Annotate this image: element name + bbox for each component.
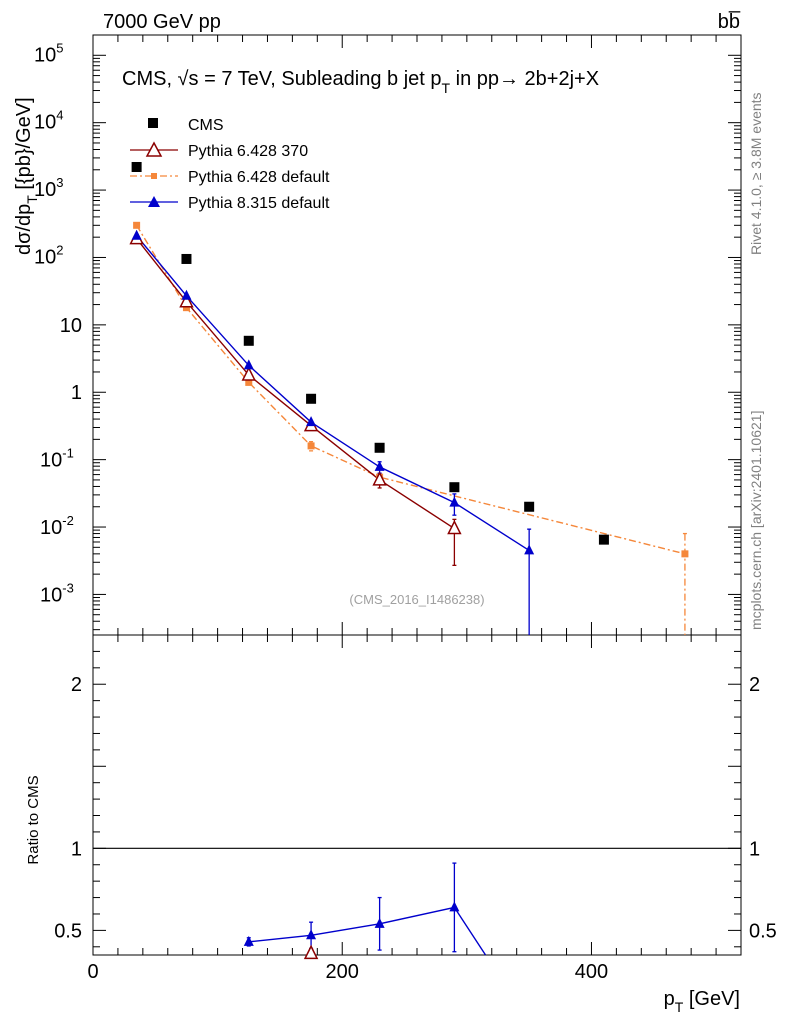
data-point-py6-default	[307, 442, 315, 450]
legend-marker-py8-default	[148, 196, 160, 207]
y-tick-label: 105	[34, 40, 63, 66]
data-point-py6-370	[179, 293, 194, 308]
data-point-py6-370	[372, 471, 387, 486]
series-line-py8-default	[136, 235, 530, 551]
y-tick-exponent: -1	[62, 446, 74, 461]
y-tick-base: 10	[34, 179, 56, 201]
x-tick-label: 400	[575, 961, 608, 983]
ratio-tick-label: 0.5	[54, 920, 82, 942]
legend-marker-py6-370	[145, 141, 163, 157]
data-point-cms	[449, 482, 460, 493]
mcplots-site-label: mcplots.cern.ch [arXiv:2401.10621]	[748, 411, 764, 630]
legend-label-py8-default: Pythia 8.315 default	[188, 195, 330, 212]
y-tick-label: 102	[34, 242, 63, 268]
data-point-py6-default	[681, 550, 689, 558]
process-label: bb̅	[718, 10, 741, 33]
x-axis-label-main: p	[664, 988, 675, 1010]
main-y-axis-label: dσ/dpT [{pb}/GeV]	[13, 97, 40, 255]
y-tick-base: 10	[40, 517, 62, 539]
collision-label: 7000 GeV pp	[103, 11, 221, 33]
ratio-point-py8-default	[243, 935, 254, 946]
y-tick-base: 10	[40, 584, 62, 606]
plot-title: CMS, √s = 7 TeV, Subleading b jet pT in …	[122, 68, 599, 96]
data-point-py8-default	[181, 289, 192, 300]
ratio-tick-label: 1	[71, 838, 82, 860]
main-y-axis-label-sub: T	[24, 195, 40, 204]
x-axis-label-sub: T	[675, 999, 684, 1015]
y-tick-base: 10	[34, 44, 56, 66]
plot-title-main: CMS, √s = 7 TeV, Subleading b jet p	[122, 68, 442, 90]
rivet-version-label: Rivet 4.1.0, ≥ 3.8M events	[748, 92, 764, 255]
y-tick-exponent: 2	[56, 242, 63, 257]
y-tick-exponent: -3	[62, 580, 74, 595]
y-tick-label: 10-3	[40, 580, 74, 606]
data-point-py8-default	[449, 496, 460, 507]
ratio-plot-frame	[92, 634, 742, 956]
y-tick-label: 104	[34, 108, 63, 134]
ratio-series-layer	[243, 862, 487, 960]
y-tick-exponent: 3	[56, 175, 63, 190]
data-point-cms	[598, 534, 609, 545]
data-point-py8-default	[131, 229, 142, 240]
y-tick-base: 10	[34, 112, 56, 134]
ratio-point-py8-default	[449, 901, 460, 912]
series-line-py6-370	[136, 238, 455, 530]
ratio-point-py8-default	[306, 929, 317, 940]
y-tick-exponent: 4	[56, 108, 63, 123]
ratio-line-py8-default	[248, 906, 487, 956]
y-tick-label: 1	[71, 382, 82, 404]
legend-label-py6-default: Pythia 6.428 default	[188, 169, 330, 186]
main-y-axis-label-main: dσ/dp	[13, 204, 35, 255]
data-point-py8-default	[524, 544, 535, 555]
x-axis-label: pT [GeV]	[664, 988, 740, 1015]
series-line-py6-default	[136, 224, 686, 555]
y-tick-label: 103	[34, 175, 63, 201]
ratio-point-py6-370	[303, 944, 319, 960]
y-tick-exponent: -2	[62, 513, 74, 528]
main-series-layer	[129, 161, 689, 635]
ratio-axis-ticks: 0 200 400 2 2 1 1 0.5 0.5	[54, 634, 777, 983]
data-point-py8-default	[306, 416, 317, 427]
data-point-cms	[243, 335, 254, 346]
y-tick-label: 10	[60, 315, 82, 337]
legend-label-cms: CMS	[188, 117, 224, 134]
data-point-cms	[374, 442, 385, 453]
ratio-tick-label: 0.5	[749, 920, 777, 942]
y-tick-base: 10	[40, 450, 62, 472]
data-point-cms	[306, 393, 317, 404]
data-point-py8-default	[243, 359, 254, 370]
y-tick-exponent: 5	[56, 40, 63, 55]
legend-marker-cms	[148, 118, 158, 128]
x-axis-label-rest: [GeV]	[683, 988, 740, 1010]
plot-title-sub: T	[442, 80, 451, 96]
data-point-cms	[524, 501, 535, 512]
ratio-y-axis-label: Ratio to CMS	[25, 775, 42, 864]
y-tick-label: 10-1	[40, 446, 74, 472]
data-point-py6-default	[182, 304, 190, 312]
x-tick-label: 0	[87, 961, 98, 983]
legend-label-py6-370: Pythia 6.428 370	[188, 143, 308, 160]
y-tick-base: 10	[34, 246, 56, 268]
legend: CMS Pythia 6.428 370 Pythia 6.428 defaul…	[130, 117, 330, 212]
main-y-axis-label-rest: [{pb}/GeV]	[13, 97, 35, 195]
plot-title-rest: in pp→ 2b+2j+X	[450, 68, 599, 90]
legend-marker-py6-default	[151, 173, 157, 179]
data-point-cms	[181, 253, 192, 264]
x-tick-label: 200	[326, 961, 359, 983]
data-point-py6-370	[447, 519, 462, 535]
ratio-point-py8-default	[374, 917, 385, 928]
y-tick-label: 10-2	[40, 513, 74, 539]
data-point-py6-default	[245, 378, 253, 386]
data-point-cms	[131, 161, 142, 172]
data-point-py6-default	[133, 221, 141, 229]
ratio-tick-label: 2	[71, 674, 82, 696]
ratio-tick-label: 1	[749, 838, 760, 860]
analysis-tag: (CMS_2016_I1486238)	[349, 592, 484, 607]
ratio-tick-label: 2	[749, 674, 760, 696]
data-point-py6-370	[241, 366, 256, 381]
data-point-py8-default	[374, 460, 385, 471]
